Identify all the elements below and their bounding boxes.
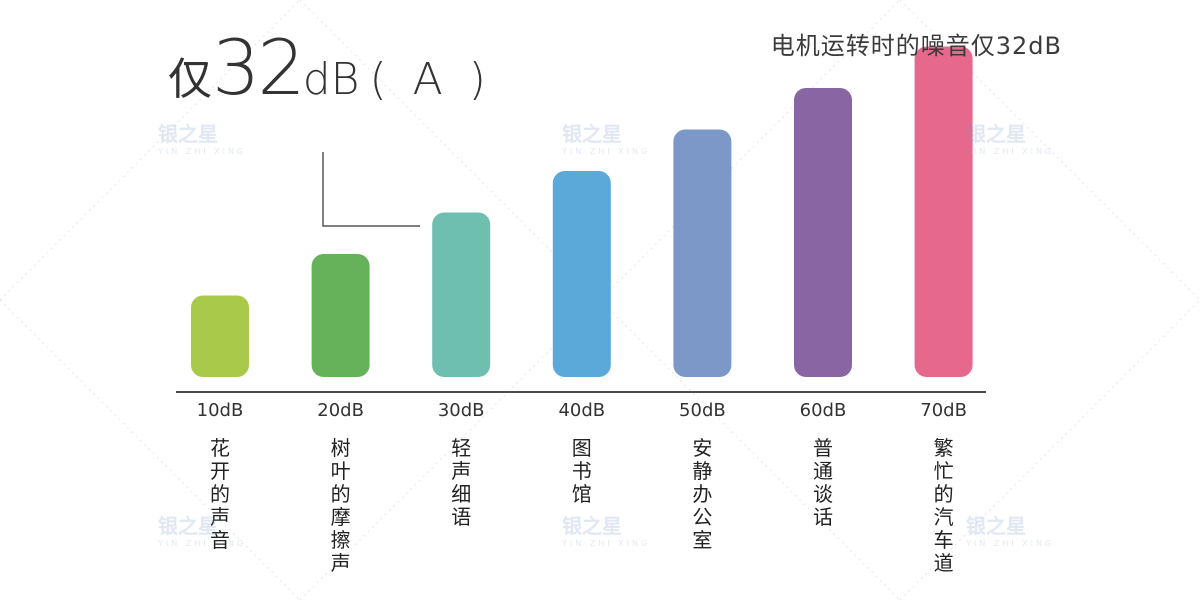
bar-10dB bbox=[191, 295, 249, 377]
callout-suffix: ( A ) bbox=[369, 54, 492, 105]
callout-unit: dB bbox=[302, 54, 360, 105]
x-tick-label: 50dB bbox=[679, 400, 726, 421]
decorative-line bbox=[0, 299, 301, 600]
callout-prefix: 仅 bbox=[168, 54, 212, 105]
bar-description: 繁忙的汽车道 bbox=[933, 436, 954, 575]
bar-30dB bbox=[432, 212, 491, 377]
callout-label: 仅32dB( A ) bbox=[168, 30, 492, 106]
chart-title: 电机运转时的噪音仅32dB bbox=[770, 32, 1062, 60]
x-tick-label: 40dB bbox=[558, 400, 606, 421]
callout-number: 32 bbox=[212, 23, 306, 112]
bar-description: 安静办公室 bbox=[692, 436, 713, 552]
x-tick-label: 30dB bbox=[437, 400, 485, 421]
x-tick-label: 20dB bbox=[317, 400, 364, 421]
bar-description: 树叶的摩擦声 bbox=[330, 436, 351, 575]
bar-description: 普通谈话 bbox=[813, 436, 833, 529]
bar-60dB bbox=[794, 88, 852, 377]
bar-40dB bbox=[552, 171, 611, 377]
bar-description: 轻声细语 bbox=[451, 436, 472, 529]
x-tick-label: 10dB bbox=[196, 400, 244, 421]
x-tick-label: 70dB bbox=[920, 400, 967, 421]
bar-description: 图书馆 bbox=[571, 436, 592, 506]
x-tick-label: 60dB bbox=[799, 400, 847, 421]
bars-group bbox=[191, 46, 973, 377]
bar-50dB bbox=[673, 129, 732, 377]
bar-description: 花开的声音 bbox=[210, 436, 230, 552]
callout-leader-line bbox=[322, 152, 420, 227]
bar-70dB bbox=[914, 46, 973, 377]
decorative-line bbox=[599, 299, 901, 600]
bar-20dB bbox=[311, 254, 370, 377]
